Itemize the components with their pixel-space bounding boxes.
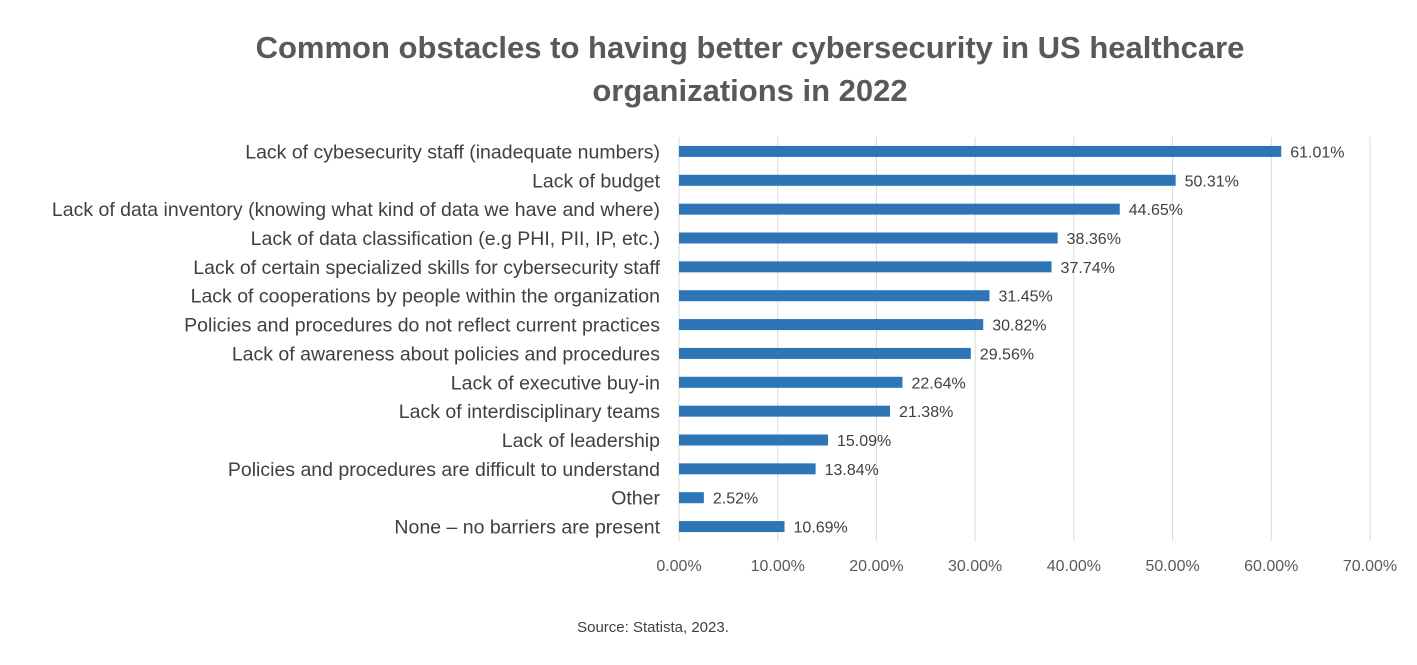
data-label: 21.38% — [899, 404, 953, 421]
data-label: 22.64% — [911, 375, 965, 392]
bar — [679, 521, 785, 533]
x-tick-label: 30.00% — [948, 558, 1002, 575]
category-label: Lack of awareness about policies and pro… — [232, 343, 660, 365]
data-label: 44.65% — [1129, 202, 1183, 219]
category-label: None – no barriers are present — [394, 517, 660, 539]
x-tick-label: 40.00% — [1047, 558, 1101, 575]
x-tick-label: 60.00% — [1244, 558, 1298, 575]
gridlines — [678, 137, 1371, 541]
x-tick-label: 0.00% — [656, 558, 701, 575]
data-label: 50.31% — [1185, 173, 1239, 190]
data-label: 29.56% — [980, 346, 1034, 363]
data-label: 15.09% — [837, 433, 891, 450]
bars — [679, 145, 1282, 533]
data-label: 30.82% — [992, 318, 1046, 335]
data-label: 61.01% — [1290, 144, 1344, 161]
category-label: Lack of data inventory (knowing what kin… — [52, 199, 660, 221]
x-tick-label: 20.00% — [849, 558, 903, 575]
category-label: Other — [611, 488, 660, 510]
bar — [679, 145, 1282, 157]
x-tick-label: 10.00% — [751, 558, 805, 575]
category-label: Lack of interdisciplinary teams — [399, 401, 660, 423]
data-label: 37.74% — [1061, 260, 1115, 277]
value-labels: 61.01% 50.31%44.65% 38.36% 37.74% 31.45% 30.8… — [713, 144, 1345, 536]
x-axis-tick-labels: 0.00% 10.00% 20.00% 30.00% 40.00% 50.00% 60.00… — [656, 558, 1397, 575]
bar — [679, 405, 891, 417]
data-label: 10.69% — [794, 520, 848, 537]
category-label: Lack of certain specialized skills for c… — [193, 257, 660, 279]
bar — [679, 203, 1120, 215]
bar — [679, 261, 1052, 273]
category-label: Policies and procedures are difficult to… — [228, 459, 660, 481]
data-label: 31.45% — [998, 289, 1052, 306]
bar — [679, 347, 971, 359]
x-tick-label: 70.00% — [1343, 558, 1397, 575]
category-label: Lack of budget — [532, 170, 661, 192]
category-label: Lack of cooperations by people within th… — [191, 286, 660, 308]
bar — [679, 174, 1176, 186]
bar — [679, 434, 828, 446]
x-tick-label: 50.00% — [1145, 558, 1199, 575]
category-label: Policies and procedures do not reflect c… — [184, 315, 660, 337]
bar — [679, 319, 984, 331]
category-label: Lack of cybesecurity staff (inadequate n… — [245, 141, 660, 163]
category-label: Lack of leadership — [502, 430, 660, 452]
category-label: Lack of executive buy-in — [451, 372, 660, 394]
data-label: 13.84% — [825, 462, 879, 479]
data-label: 2.52% — [713, 491, 758, 508]
bar — [679, 290, 990, 302]
category-label: Lack of data classification (e.g PHI, PI… — [251, 228, 660, 250]
bar — [679, 463, 816, 475]
bar — [679, 232, 1058, 244]
category-labels: Lack of cybesecurity staff (inadequate n… — [52, 141, 661, 538]
data-label: 38.36% — [1067, 231, 1121, 248]
source-note: Source: Statista, 2023. — [577, 619, 729, 636]
chart-title: Common obstacles to having better cybers… — [255, 30, 1245, 108]
bar — [679, 492, 704, 504]
bar — [679, 376, 903, 388]
